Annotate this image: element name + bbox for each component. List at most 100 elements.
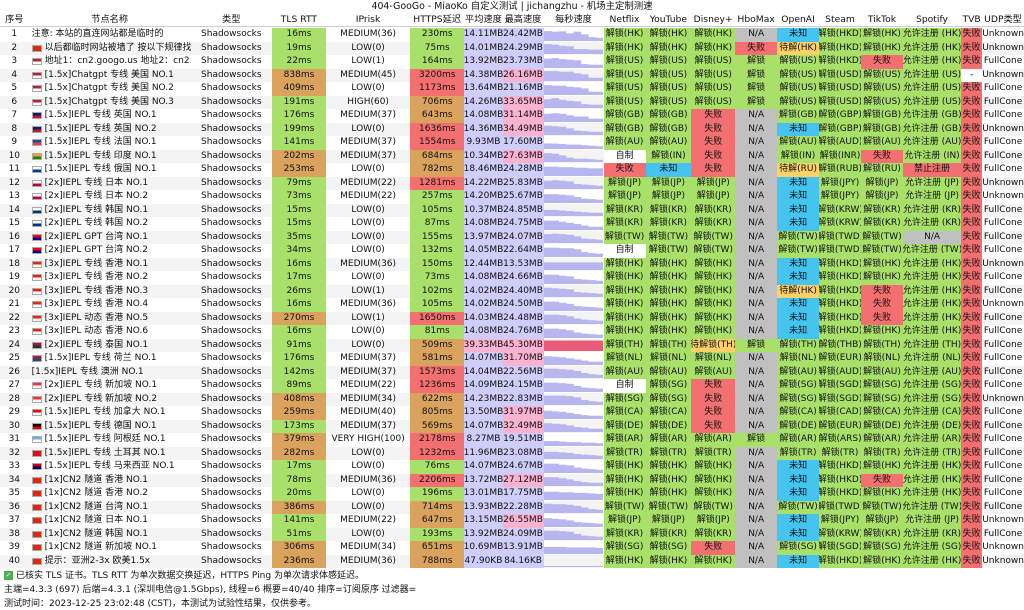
cell-spotify: 允许注册 (JP) — [902, 514, 962, 528]
sparkline-bar — [551, 328, 560, 338]
cell-max-speed: 25.83MB — [502, 176, 544, 190]
sparkline-bar — [573, 158, 582, 163]
sparkline-bar — [566, 86, 574, 95]
cell-node-name: [1.5x]Chatgpt 专线 美国 NO.1 — [29, 69, 191, 83]
speed-sparkline — [544, 340, 604, 352]
speed-sparkline — [544, 44, 604, 55]
cell-disney: 解锁(US) — [691, 95, 736, 109]
table-row: 20 [3x]IEPL 专线 香港 NO.3 Shadowsocks 26ms LOW(… — [0, 284, 1024, 298]
sparkline-bar — [551, 193, 560, 203]
cell-openai: 解锁(IN) — [777, 149, 820, 163]
speed-sparkline — [544, 143, 604, 149]
sparkline-bar — [588, 252, 596, 257]
cell-openai: 解锁(SG) — [777, 541, 820, 555]
sparkline-bar — [588, 320, 596, 325]
table-row: 7 [1.5x]IEPL 专线 英国 NO.1 Shadowsocks 176ms ME… — [0, 109, 1024, 123]
country-flag-icon — [31, 544, 42, 552]
cell-youtube: 解锁(AR) — [645, 433, 692, 447]
table-row: 31 [1.5x]IEPL 专线 阿根廷 NO.1 Shadowsocks 379ms… — [0, 433, 1024, 447]
country-flag-icon — [31, 314, 42, 322]
cell-node-name: [3x]IEPL 专线 香港 NO.4 — [29, 298, 191, 312]
sparkline-bar — [573, 521, 582, 527]
cell-ip-risk: LOW(0) — [351, 461, 385, 472]
cell-spotify: 允许注册 (US) — [902, 82, 962, 96]
cell-steam: 解锁(TWD) — [819, 500, 862, 514]
cell-node-name: 提示：亚洲2-3x 欧美1.5x — [29, 555, 191, 569]
cell-tvb: 失败 — [961, 446, 983, 460]
cell-tls-rtt: 141ms — [271, 514, 327, 528]
sparkline-bar — [580, 144, 589, 149]
sparkline-bar — [573, 31, 582, 41]
cell-steam: 解锁(TR) — [819, 446, 862, 460]
cell-netflix: 解锁(TR) — [603, 446, 646, 460]
speed-sparkline — [544, 410, 604, 419]
cell-https-latency: 651ms — [410, 541, 465, 555]
sparkline-bar — [588, 118, 596, 122]
sparkline-bar — [595, 320, 604, 325]
cell-udp-type: FullCone — [983, 501, 1023, 512]
sparkline-bar — [566, 157, 574, 163]
cell-max-speed: 84.16KB — [502, 554, 544, 568]
sparkline-bar — [551, 98, 560, 109]
table-row: 9 [1.5x]IEPL 专线 法国 NO.1 Shadowsocks 141ms ME… — [0, 136, 1024, 150]
speed-sparkline — [544, 287, 604, 298]
cell-tiktok: 解锁(NL) — [861, 352, 903, 366]
header-hbomax: HboMax — [737, 13, 775, 25]
sparkline-bar — [573, 249, 582, 257]
cell-speed-sparkline — [544, 42, 604, 56]
cell-tls-rtt: 15ms — [271, 203, 327, 217]
cell-max-speed: 24.48MB — [502, 311, 544, 325]
cell-youtube: 解锁(AU) — [645, 136, 692, 150]
cell-spotify: 允许注册 (TW) — [902, 500, 962, 514]
speed-sparkline — [544, 491, 604, 500]
speed-sparkline — [544, 452, 604, 460]
cell-disney: 解锁(AR) — [691, 433, 736, 447]
node-name-text: [1x]CN2 隧道 新加坡 NO.1 — [44, 542, 158, 553]
cell-protocol-type: Shadowsocks — [201, 285, 262, 296]
sparkline-bar — [558, 127, 567, 136]
cell-speed-sparkline — [544, 433, 604, 447]
cell-ip-risk: LOW(0) — [351, 204, 385, 215]
cell-netflix: 解锁(HK) — [603, 284, 646, 298]
sparkline-bar — [558, 166, 567, 176]
cell-https-latency: 647ms — [410, 514, 465, 528]
table-row: 23 [3x]IEPL 动态 香港 NO.6 Shadowsocks 16ms LOW(… — [0, 325, 1024, 339]
cell-tls-rtt: 191ms — [271, 95, 327, 109]
sparkline-bar — [573, 492, 582, 500]
cell-tls-rtt: 17ms — [271, 460, 327, 474]
cell-index: 26 — [8, 366, 21, 377]
cell-protocol-type: Shadowsocks — [201, 339, 262, 350]
cell-tiktok: 解锁(CA) — [861, 406, 903, 420]
cell-node-name: [2x]IEPL 专线 新加坡 NO.1 — [29, 379, 191, 393]
speed-sparkline — [544, 301, 604, 311]
cell-netflix: 自制 — [603, 379, 646, 393]
sparkline-bar — [544, 477, 552, 487]
cell-openai: 解锁(NL) — [777, 352, 820, 366]
cell-udp-type: FullCone — [983, 474, 1023, 485]
cell-tiktok: 解锁(TW) — [861, 230, 903, 244]
cell-disney: 解锁(US) — [691, 55, 736, 69]
sparkline-bar — [588, 279, 596, 284]
cell-openai: 解锁(TR) — [777, 446, 820, 460]
sparkline-bar — [580, 492, 589, 500]
cell-node-name: [1x]CN2 隧道 日本 NO.1 — [29, 514, 191, 528]
cell-tvb: 失败 — [961, 55, 983, 69]
sparkline-bar — [551, 546, 560, 554]
cell-disney: 解锁(HK) — [691, 28, 736, 42]
sparkline-bar — [595, 428, 604, 433]
node-name-text: [1.5x]IEPL 专线 俄国 NO.1 — [44, 164, 157, 175]
sparkline-bar — [595, 493, 604, 500]
sparkline-bar — [544, 452, 552, 460]
cell-udp-type: FullCone — [983, 434, 1023, 445]
cell-avg-speed: 39.33MB — [464, 338, 503, 352]
speed-sparkline — [544, 368, 604, 379]
cell-protocol-type: Shadowsocks — [201, 218, 262, 229]
node-name-text: [3x]IEPL 专线 香港 NO.3 — [44, 285, 149, 296]
sparkline-bar — [595, 361, 604, 365]
cell-index: 24 — [8, 339, 21, 350]
cell-disney: 失败 — [691, 149, 736, 163]
cell-speed-sparkline — [544, 460, 604, 474]
cell-tiktok: 解锁(JP) — [861, 190, 903, 204]
sparkline-bar — [588, 306, 596, 311]
cell-hbomax: N/A — [735, 136, 778, 150]
